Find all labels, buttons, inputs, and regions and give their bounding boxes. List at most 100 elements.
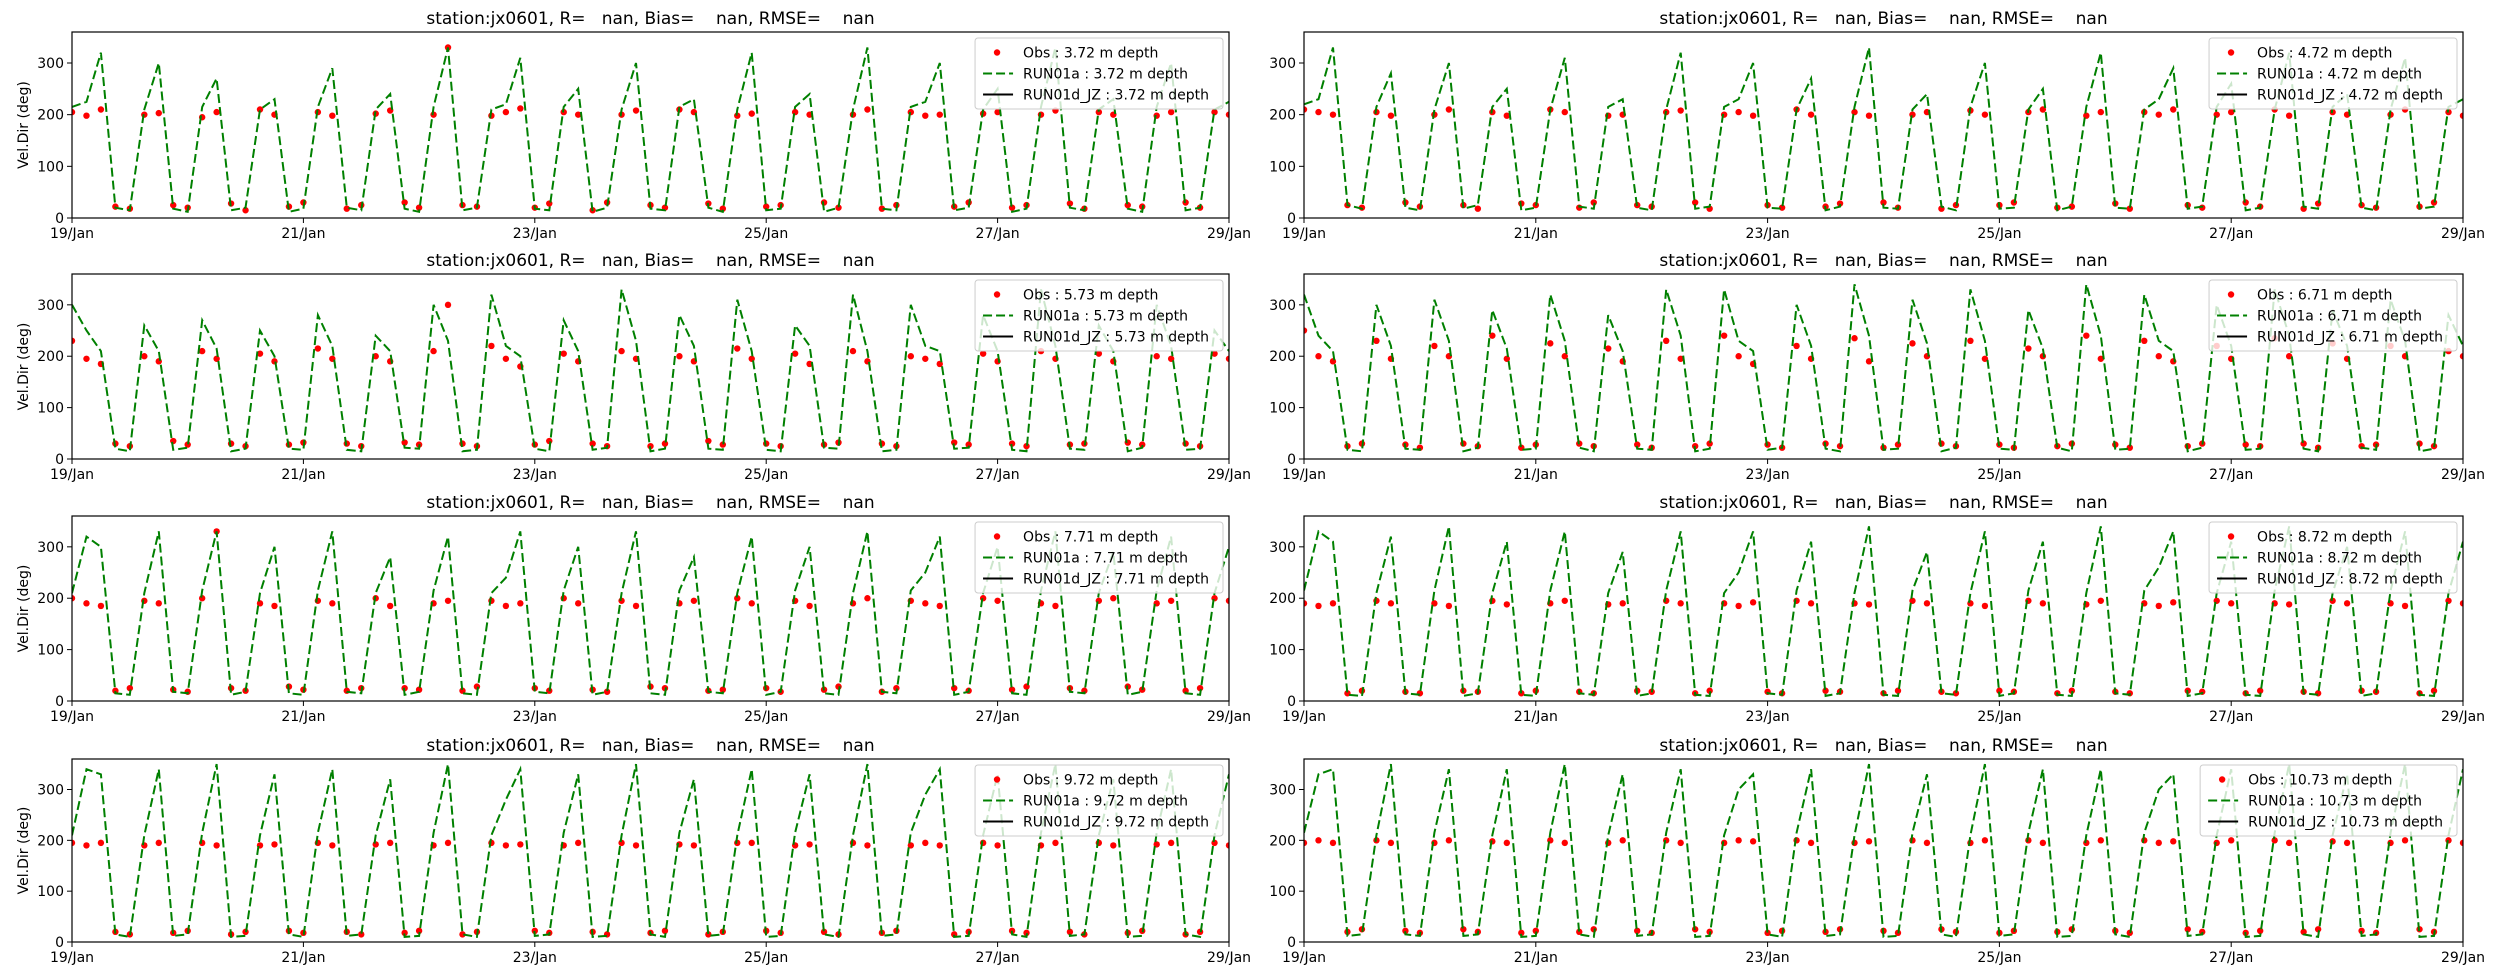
model-line	[1304, 526, 2463, 698]
obs-point	[2155, 353, 2162, 360]
obs-point	[517, 841, 524, 848]
legend-box	[2199, 764, 2458, 837]
x-tick-label: 25/Jan	[744, 709, 788, 725]
obs-point	[2401, 602, 2409, 610]
axes-frame	[71, 273, 1230, 460]
obs-point	[1851, 335, 1858, 342]
obs-point	[242, 207, 249, 214]
obs-point	[690, 842, 698, 849]
plot-area	[1304, 763, 2463, 939]
obs-point	[1304, 839, 1308, 847]
obs-point	[748, 600, 755, 607]
y-tick-label: 0	[1287, 211, 1296, 227]
obs-point	[661, 927, 669, 935]
y-tick-label: 0	[55, 935, 64, 951]
obs-point	[1095, 108, 1103, 116]
obs-point	[72, 595, 76, 602]
obs-point	[734, 595, 741, 602]
obs-point	[574, 600, 582, 607]
obs-point	[1315, 837, 1322, 844]
x-tick-label: 19/Jan	[50, 467, 94, 483]
y-tick-label: 100	[1269, 159, 1296, 175]
obs-point	[2285, 839, 2293, 847]
obs-point	[430, 347, 437, 355]
obs-point	[2401, 837, 2409, 844]
obs-point	[488, 342, 495, 350]
plot-area	[1304, 526, 2463, 698]
obs-point	[1167, 108, 1175, 116]
legend-label: Obs : 8.72 m depth	[2257, 530, 2392, 546]
obs-point	[1445, 602, 1453, 610]
legend-label: RUN01a : 3.72 m depth	[1023, 67, 1188, 83]
obs-point	[2256, 687, 2264, 694]
legend-label: Obs : 9.72 m depth	[1023, 773, 1158, 789]
obs-point	[1677, 600, 1684, 607]
obs-point	[155, 109, 162, 117]
obs-point	[72, 839, 76, 847]
obs-point	[936, 360, 943, 368]
axes-frame	[71, 515, 1230, 702]
obs-point	[1503, 601, 1511, 608]
x-tick-label: 19/Jan	[1282, 467, 1326, 483]
obs-point	[1211, 350, 1218, 357]
obs-point	[748, 110, 755, 117]
x-tick-label: 21/Jan	[1514, 467, 1558, 483]
legend: Obs : 4.72 m depth RUN01a : 4.72 m depth R…	[2208, 37, 2458, 110]
obs-point	[1008, 686, 1016, 693]
obs-point	[343, 205, 350, 212]
x-tick-label: 21/Jan	[281, 950, 325, 966]
legend-label: RUN01d_JZ : 6.71 m depth	[2257, 330, 2443, 346]
obs-point	[531, 927, 538, 935]
legend-label: RUN01d_JZ : 3.72 m depth	[1023, 88, 1209, 104]
y-tick-label: 200	[37, 591, 64, 607]
y-tick-label: 300	[1269, 783, 1296, 799]
x-tick-label: 23/Jan	[513, 709, 557, 725]
y-tick-label: 200	[1269, 833, 1296, 849]
obs-point	[1749, 599, 1757, 606]
x-tick-label: 29/Jan	[2441, 709, 2485, 725]
x-tick-label: 29/Jan	[1207, 226, 1251, 242]
obs-point	[83, 112, 90, 119]
obs-point	[2228, 108, 2235, 116]
axes-frame	[1303, 31, 2464, 219]
x-tick-label: 27/Jan	[976, 467, 1020, 483]
legend-marker	[993, 49, 1001, 56]
plot-area	[72, 44, 1229, 214]
obs-point	[1865, 601, 1873, 608]
obs-point	[2097, 355, 2105, 362]
obs-point	[358, 931, 365, 938]
obs-point	[1561, 353, 1568, 360]
obs-point	[97, 106, 105, 113]
obs-point	[97, 602, 105, 610]
obs-point	[907, 842, 915, 849]
obs-point	[112, 687, 119, 694]
x-tick-label: 19/Jan	[50, 226, 94, 242]
x-tick-label: 25/Jan	[1977, 709, 2021, 725]
axes-frame	[71, 31, 1230, 219]
obs-point	[141, 842, 148, 849]
obs-point	[1677, 839, 1684, 847]
subplot-title: station:jx0601, R= nan, Bias= nan, RMSE=…	[426, 493, 874, 513]
obs-point	[1066, 200, 1074, 207]
obs-point	[1329, 358, 1337, 365]
obs-point	[72, 337, 76, 345]
legend-box	[2208, 37, 2458, 110]
obs-point	[1807, 111, 1815, 118]
obs-point	[1865, 358, 1873, 365]
obs-point	[2039, 600, 2047, 607]
obs-point	[2256, 927, 2264, 935]
obs-point	[401, 439, 408, 446]
x-tick-label: 25/Jan	[744, 950, 788, 966]
obs-point	[1211, 595, 1218, 602]
obs-point	[1304, 600, 1308, 607]
obs-point	[1167, 839, 1175, 847]
obs-point	[170, 201, 177, 209]
obs-point	[1561, 108, 1568, 116]
obs-point	[1909, 340, 1916, 347]
x-tick-label: 25/Jan	[1977, 950, 2021, 966]
x-tick-label: 27/Jan	[2209, 709, 2253, 725]
legend-label: Obs : 6.71 m depth	[2257, 288, 2392, 304]
plot-area	[72, 289, 1229, 453]
x-tick-label: 29/Jan	[1207, 467, 1251, 483]
legend-marker	[2227, 533, 2235, 540]
